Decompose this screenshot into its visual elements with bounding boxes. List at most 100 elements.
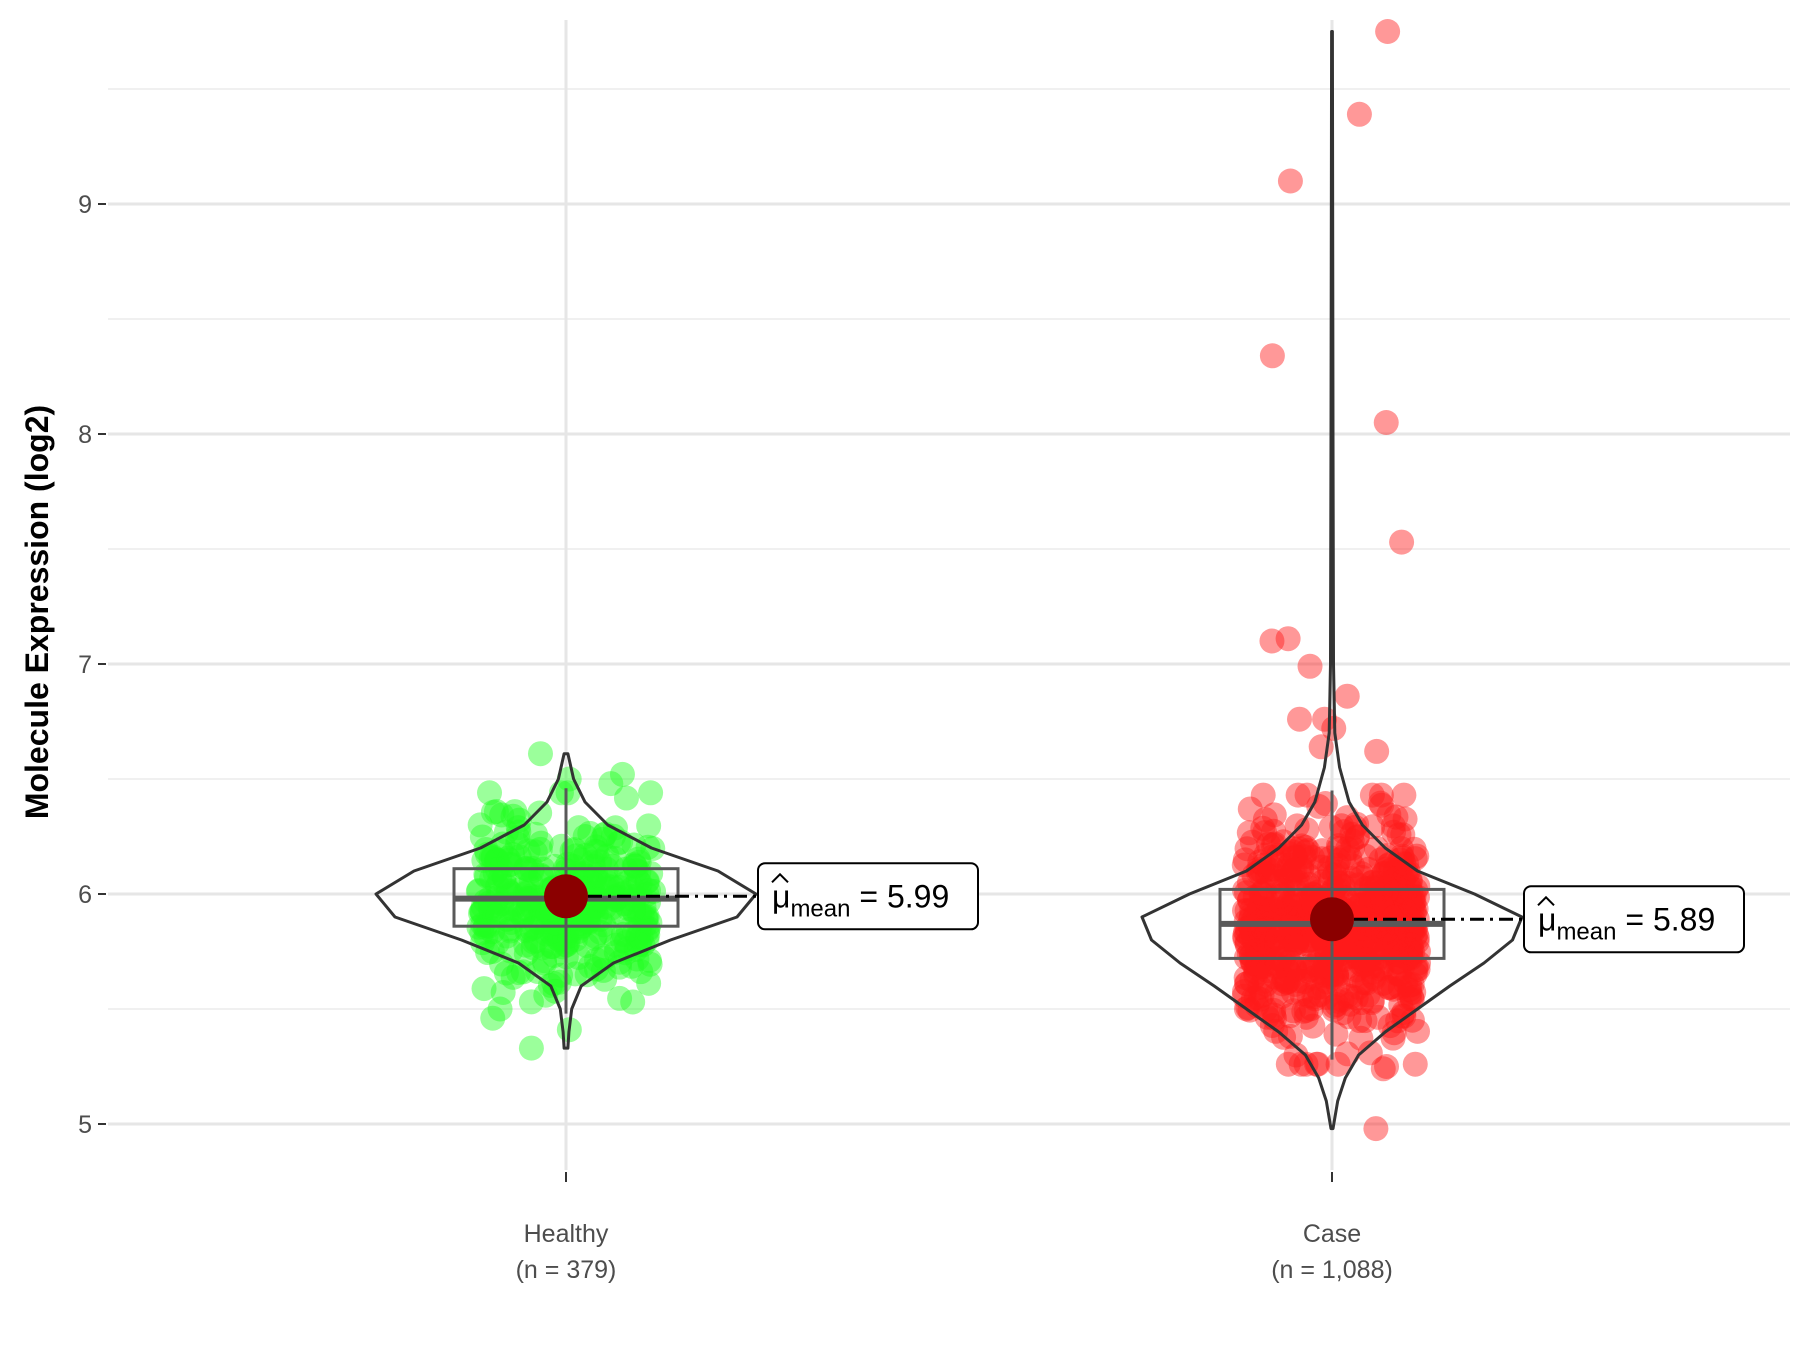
data-point bbox=[1292, 834, 1318, 860]
data-point bbox=[1243, 985, 1269, 1011]
data-point bbox=[1253, 972, 1279, 998]
data-point bbox=[1266, 842, 1292, 868]
data-point bbox=[1292, 839, 1318, 865]
data-point bbox=[1347, 893, 1373, 919]
data-point bbox=[1232, 978, 1258, 1004]
data-point bbox=[477, 780, 503, 806]
data-point bbox=[628, 925, 654, 951]
data-point bbox=[544, 925, 570, 951]
data-point bbox=[1390, 953, 1416, 979]
data-point bbox=[1368, 782, 1394, 808]
data-point bbox=[1339, 866, 1365, 892]
data-point bbox=[1382, 866, 1408, 892]
data-point bbox=[1282, 857, 1308, 883]
data-point bbox=[613, 785, 639, 811]
data-point bbox=[1252, 806, 1278, 832]
data-point bbox=[1284, 928, 1310, 954]
data-point bbox=[626, 849, 652, 875]
data-point bbox=[1286, 836, 1312, 862]
data-point bbox=[1395, 897, 1421, 923]
data-point bbox=[484, 847, 510, 873]
data-point bbox=[1261, 1002, 1287, 1028]
data-point bbox=[1397, 885, 1423, 911]
data-point bbox=[514, 870, 540, 896]
data-point bbox=[529, 935, 555, 961]
data-point bbox=[1259, 896, 1285, 922]
data-point bbox=[1344, 824, 1370, 850]
data-point bbox=[1308, 960, 1334, 986]
outlier-point bbox=[1374, 1054, 1400, 1079]
data-point bbox=[1387, 927, 1413, 953]
data-point bbox=[1401, 836, 1427, 862]
data-point bbox=[1322, 862, 1348, 888]
data-point bbox=[1296, 983, 1322, 1009]
data-point bbox=[1391, 1000, 1417, 1026]
data-point bbox=[1385, 949, 1411, 975]
data-point bbox=[567, 911, 593, 937]
data-point bbox=[1238, 943, 1264, 969]
data-point bbox=[1323, 961, 1349, 987]
data-point bbox=[1330, 873, 1356, 899]
data-point bbox=[1348, 1025, 1374, 1051]
data-point bbox=[1321, 997, 1347, 1023]
data-point bbox=[1245, 938, 1271, 964]
data-point bbox=[1406, 950, 1432, 976]
data-point bbox=[1316, 953, 1342, 979]
data-point bbox=[1347, 891, 1373, 917]
data-point bbox=[605, 830, 631, 856]
data-point bbox=[621, 899, 647, 925]
data-point bbox=[1247, 950, 1273, 976]
data-point bbox=[1234, 971, 1260, 997]
data-point bbox=[626, 859, 652, 885]
data-point bbox=[594, 873, 620, 899]
data-point bbox=[1279, 839, 1305, 865]
data-point bbox=[610, 928, 636, 954]
data-point bbox=[1272, 899, 1298, 925]
data-point bbox=[1387, 949, 1413, 975]
data-point bbox=[500, 964, 526, 990]
data-point bbox=[1310, 974, 1336, 1000]
data-point bbox=[1365, 880, 1391, 906]
data-point bbox=[1240, 950, 1266, 976]
x-tick-count-label: (n = 379) bbox=[516, 1256, 617, 1284]
data-point bbox=[483, 798, 509, 824]
data-point bbox=[1351, 970, 1377, 996]
data-point bbox=[638, 780, 664, 806]
data-point bbox=[1366, 898, 1392, 924]
data-point bbox=[625, 868, 651, 894]
data-point bbox=[523, 821, 549, 847]
data-point bbox=[574, 962, 600, 988]
data-point bbox=[490, 831, 516, 857]
data-point bbox=[495, 845, 521, 871]
data-point bbox=[522, 910, 548, 936]
data-point bbox=[1404, 925, 1430, 951]
data-point bbox=[528, 911, 554, 937]
data-point bbox=[1386, 925, 1412, 951]
data-point bbox=[1340, 853, 1366, 879]
data-point bbox=[556, 923, 582, 949]
data-point bbox=[1293, 997, 1319, 1023]
data-point bbox=[1390, 929, 1416, 955]
data-point bbox=[1271, 966, 1297, 992]
data-point bbox=[1405, 956, 1431, 982]
data-point bbox=[1381, 889, 1407, 915]
data-point bbox=[1291, 969, 1317, 995]
hat-mark bbox=[771, 872, 789, 884]
data-point bbox=[563, 843, 589, 869]
data-point bbox=[1254, 1004, 1280, 1030]
data-point bbox=[1317, 861, 1343, 887]
data-point bbox=[603, 932, 629, 958]
data-point bbox=[1309, 854, 1335, 880]
data-point bbox=[629, 902, 655, 928]
data-point bbox=[1396, 977, 1422, 1003]
data-point bbox=[1283, 933, 1309, 959]
data-point bbox=[1346, 929, 1372, 955]
data-point bbox=[1293, 1004, 1319, 1030]
data-point bbox=[1256, 857, 1282, 883]
data-point bbox=[1355, 856, 1381, 882]
data-point bbox=[1370, 970, 1396, 996]
data-point bbox=[541, 942, 567, 968]
data-point bbox=[482, 860, 508, 886]
data-point bbox=[1340, 835, 1366, 861]
data-point bbox=[473, 923, 499, 949]
